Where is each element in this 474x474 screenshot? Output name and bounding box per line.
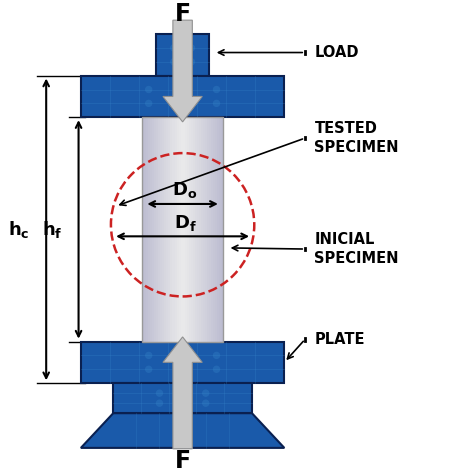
Bar	[173, 117, 175, 342]
Bar	[199, 117, 201, 342]
Bar	[205, 117, 207, 342]
Text: $\mathbf{D_f}$: $\mathbf{D_f}$	[173, 213, 196, 233]
Bar	[217, 117, 219, 342]
Bar	[156, 117, 159, 342]
Bar	[181, 117, 183, 342]
Circle shape	[213, 365, 220, 373]
Circle shape	[156, 400, 163, 407]
Text: $\mathbf{D_o}$: $\mathbf{D_o}$	[172, 180, 198, 200]
Bar	[81, 76, 284, 117]
Text: INICIAL
SPECIMEN: INICIAL SPECIMEN	[314, 232, 399, 266]
Text: F: F	[174, 449, 191, 473]
Circle shape	[213, 352, 220, 359]
Bar	[209, 117, 211, 342]
Circle shape	[170, 44, 177, 52]
Text: $\mathbf{h_c}$: $\mathbf{h_c}$	[9, 219, 30, 240]
Polygon shape	[81, 413, 284, 448]
Bar	[168, 117, 171, 342]
Circle shape	[145, 352, 152, 359]
Text: LOAD: LOAD	[314, 45, 359, 60]
Bar	[150, 117, 153, 342]
Bar	[144, 117, 146, 342]
Text: F: F	[174, 2, 191, 26]
Bar	[146, 117, 149, 342]
Bar	[211, 117, 213, 342]
Bar	[163, 117, 165, 342]
Circle shape	[145, 100, 152, 107]
Bar	[182, 117, 185, 342]
Text: PLATE: PLATE	[314, 332, 365, 346]
Circle shape	[213, 100, 220, 107]
Circle shape	[202, 400, 210, 407]
Bar	[193, 117, 195, 342]
Circle shape	[188, 44, 195, 52]
Bar	[171, 117, 173, 342]
Bar	[160, 117, 163, 342]
Bar	[166, 117, 169, 342]
Bar	[148, 117, 151, 342]
Circle shape	[145, 86, 152, 93]
Circle shape	[145, 365, 152, 373]
Bar	[197, 117, 199, 342]
FancyArrow shape	[163, 20, 202, 122]
Bar	[191, 117, 193, 342]
Bar	[179, 117, 181, 342]
Bar	[164, 117, 167, 342]
Text: $\mathbf{h_f}$: $\mathbf{h_f}$	[42, 219, 63, 240]
Circle shape	[170, 58, 177, 65]
Bar	[152, 117, 155, 342]
Bar	[158, 117, 161, 342]
Bar	[203, 117, 205, 342]
Circle shape	[213, 86, 220, 93]
Bar	[189, 117, 191, 342]
Bar	[219, 117, 221, 342]
Bar	[195, 117, 197, 342]
Bar	[207, 117, 210, 342]
FancyArrow shape	[163, 337, 202, 449]
Circle shape	[188, 58, 195, 65]
Bar	[176, 117, 179, 342]
Bar	[213, 117, 215, 342]
Bar	[113, 383, 252, 413]
Bar	[201, 117, 203, 342]
Bar	[215, 117, 218, 342]
Bar	[142, 117, 145, 342]
Circle shape	[156, 390, 163, 397]
Text: TESTED
SPECIMEN: TESTED SPECIMEN	[314, 121, 399, 155]
Circle shape	[202, 390, 210, 397]
Bar	[174, 117, 177, 342]
Bar	[154, 117, 157, 342]
Bar	[221, 117, 224, 342]
Bar	[156, 34, 209, 76]
Bar	[142, 117, 223, 342]
Bar	[81, 342, 284, 383]
Bar	[187, 117, 189, 342]
Bar	[185, 117, 187, 342]
